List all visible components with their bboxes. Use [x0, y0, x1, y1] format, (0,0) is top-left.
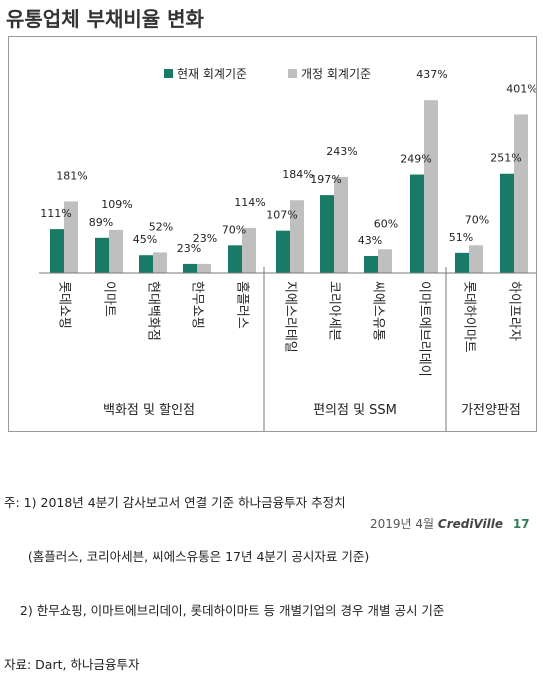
note-line-3: 2) 한무쇼핑, 이마트에브리데이, 롯데하이마트 등 개별기업의 경우 개별 …: [4, 603, 445, 618]
bar-2-8: [378, 249, 392, 273]
category-label-9: 이마트에브리데이: [417, 281, 432, 377]
data-label-1-1: 111%: [40, 207, 71, 220]
category-label-11: 하이프라자: [507, 281, 522, 341]
category-label-1: 롯데쇼핑: [57, 281, 72, 329]
data-label-2-8: 60%: [374, 217, 398, 230]
note-line-2: (홈플러스, 코리아세븐, 씨에스유통은 17년 4분기 공시자료 기준): [4, 549, 370, 564]
category-label-5: 홈플러스: [235, 281, 250, 329]
bar-2-10: [469, 245, 483, 273]
data-label-1-5: 70%: [222, 223, 246, 236]
data-label-2-7: 243%: [326, 145, 357, 158]
bar-2-7: [334, 176, 348, 273]
page-title: 유통업체 부채비율 변화: [6, 7, 204, 31]
legend-swatch-2: [288, 69, 297, 78]
bar-1-9: [410, 174, 424, 273]
bar-1-5: [228, 245, 242, 273]
legend-label-2: 개정 회계기준: [301, 67, 371, 81]
bar-2-9: [424, 100, 438, 273]
data-label-1-11: 251%: [490, 152, 521, 165]
chart-frame: 현재 회계기준 개정 회계기준 111% 181% 89% 109% 45% 52% 23% 23…: [8, 36, 537, 432]
group-label-1: 백화점 및 할인점: [103, 403, 195, 418]
category-label-8: 씨에스유통: [371, 281, 386, 341]
bar-2-6: [290, 200, 304, 273]
bar-1-11: [500, 173, 514, 273]
data-label-1-7: 197%: [310, 173, 341, 186]
bar-1-2: [95, 237, 109, 273]
footer-date: 2019년 4월: [370, 517, 435, 531]
group-label-2: 편의점 및 SSM: [313, 403, 397, 418]
category-label-7: 코리아세븐: [327, 281, 342, 341]
bar-2-1: [64, 201, 78, 273]
data-label-2-10: 70%: [465, 213, 489, 226]
data-label-2-2: 109%: [101, 198, 132, 211]
bar-2-11: [514, 114, 528, 273]
bar-2-4: [197, 263, 211, 273]
footer: 2019년 4월 CrediVille 17: [370, 515, 530, 532]
footer-brand: CrediVille: [437, 517, 504, 531]
category-label-4: 한무쇼핑: [190, 281, 205, 329]
bar-2-2: [109, 229, 123, 273]
bar-1-6: [276, 230, 290, 273]
data-label-1-2: 89%: [89, 216, 113, 229]
chart-notes: 주: 1) 2018년 4분기 감사보고서 연결 기준 하나금융투자 추정치 (…: [4, 458, 444, 692]
bar-1-8: [364, 255, 378, 273]
data-label-2-3: 52%: [149, 220, 173, 233]
data-label-1-3: 45%: [133, 233, 157, 246]
category-label-2: 이마트: [102, 281, 117, 317]
data-label-2-11: 401%: [506, 82, 536, 95]
data-label-2-5: 114%: [234, 196, 265, 209]
data-label-1-4: 23%: [177, 242, 201, 255]
bar-1-7: [320, 195, 334, 273]
data-label-1-6: 107%: [266, 209, 297, 222]
data-label-1-8: 43%: [358, 234, 382, 247]
note-line-1: 주: 1) 2018년 4분기 감사보고서 연결 기준 하나금융투자 추정치: [4, 495, 346, 510]
bar-1-3: [139, 255, 153, 273]
category-label-6: 지에스리테일: [283, 281, 298, 353]
bar-1-4: [183, 263, 197, 273]
data-label-1-10: 51%: [449, 231, 473, 244]
category-label-3: 현대백화점: [146, 281, 161, 341]
group-label-3: 가전양판점: [461, 403, 521, 418]
legend-swatch-1: [164, 69, 173, 78]
data-label-1-9: 249%: [400, 153, 431, 166]
legend-label-1: 현재 회계기준: [177, 67, 247, 81]
bar-2-3: [153, 252, 167, 273]
bar-1-1: [50, 229, 64, 273]
bar-chart: 현재 회계기준 개정 회계기준 111% 181% 89% 109% 45%52% 23%23…: [39, 67, 536, 431]
bar-2-5: [242, 227, 256, 273]
category-label-10: 롯데하이마트: [462, 281, 477, 353]
data-label-2-6: 184%: [282, 168, 313, 181]
data-label-2-4: 23%: [193, 232, 217, 245]
data-label-2-9: 437%: [416, 68, 447, 81]
data-label-2-1: 181%: [56, 169, 87, 182]
source-line: 자료: Dart, 하나금융투자: [4, 657, 140, 672]
page-number: 17: [512, 517, 530, 531]
bar-1-10: [455, 252, 469, 273]
